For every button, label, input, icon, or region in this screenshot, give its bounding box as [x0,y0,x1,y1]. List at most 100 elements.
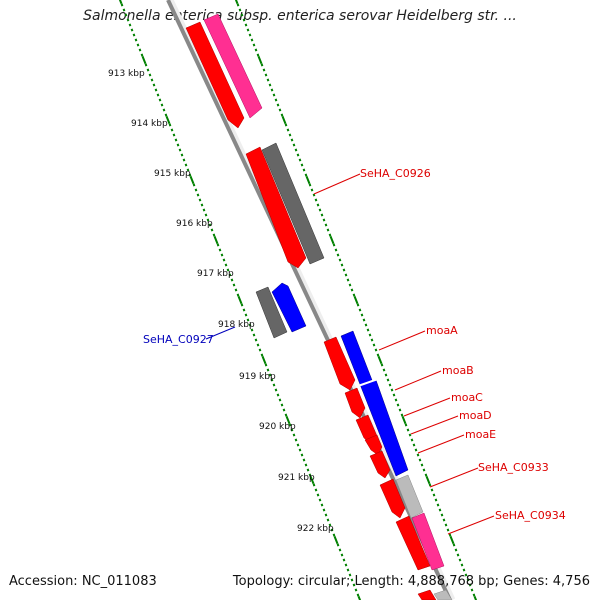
ruler-tick [464,573,468,577]
ruler-tick [432,493,436,497]
ruler-tick [377,355,383,365]
ruler-tick [312,193,316,197]
page-title: Salmonella enterica subsp. enterica sero… [83,8,517,24]
cds-SeHA_C0934[interactable] [395,515,431,571]
cds-SeHA_C0927[interactable] [271,282,307,333]
ruler-tick [120,3,124,7]
ruler-tick [240,303,244,307]
ruler-tick [306,468,310,472]
ruler-tick [194,188,198,192]
cds-bottom-red[interactable] [417,589,437,600]
ruler-tick [352,583,356,587]
ortholog-pink-SeHA_C0934[interactable] [411,512,445,571]
ruler-tick [174,138,178,142]
ruler-tick [266,78,270,82]
ruler-tick [384,373,388,377]
gene-label-SeHA_C0927[interactable]: SeHA_C0927 [143,333,214,346]
ruler-tick [462,568,466,572]
ortholog-pink-top[interactable] [203,13,263,119]
ruler-tick [118,0,123,5]
ruler-tick [309,475,315,485]
ruler-tick [434,498,438,502]
ruler-tick [162,108,166,112]
ruler-tick [420,463,424,467]
gene-label-SeHA_C0926[interactable]: SeHA_C0926 [360,167,431,180]
ruler-tick [126,18,130,22]
ruler-tick [189,175,195,185]
ruler-tick [288,423,292,427]
ruler-tick [268,83,272,87]
cds-moaD[interactable] [364,434,383,456]
ruler-tick [261,355,267,365]
gene-label-SeHA_C0934[interactable]: SeHA_C0934 [495,509,566,522]
ruler-tick [132,33,136,37]
ruler-tick [244,313,248,317]
ruler-tick [448,533,452,537]
gene-label-moaA[interactable]: moaA [426,324,458,337]
ruler-tick [416,453,420,457]
feature-tracks[interactable] [185,13,453,600]
ruler-tick [206,218,210,222]
cds-moaE[interactable] [369,450,391,479]
ruler-tick [278,108,282,112]
ruler-tick [188,173,192,177]
ruler-tick [473,595,478,600]
gene-label-SeHA_C0933[interactable]: SeHA_C0933 [478,461,549,474]
block-separator [357,378,379,387]
ruler-tick [220,253,224,257]
ruler-tick [248,33,252,37]
ruler-tick [270,88,274,92]
label-connectors [205,173,495,535]
ruler-tick [298,158,302,162]
ruler-tick [290,428,294,432]
tick-label-918: 918 kbp [218,320,255,330]
ruler-tick [340,263,344,267]
ruler-tick [234,0,239,5]
ruler-tick [346,278,350,282]
gene-label-moaE[interactable]: moaE [465,428,496,441]
ruler-tick [198,198,202,202]
cds-SeHA_C0926[interactable] [245,146,307,269]
ruler-tick [336,543,340,547]
ruler-tick [322,218,326,222]
ruler-tick [394,398,398,402]
ruler-tick [305,175,311,185]
ruler-tick [370,338,374,342]
ruler-tick [284,413,288,417]
ruler-tick [322,508,326,512]
ortholog-lightgray-SeHA_C0933[interactable] [395,474,424,519]
cds-moaA[interactable] [323,336,356,391]
ruler-tick [446,528,450,532]
ruler-tick [210,228,214,232]
ruler-tick [246,318,250,322]
ruler-tick [332,533,336,537]
ruler-tick [294,148,298,152]
cds-moaB[interactable] [344,387,366,419]
ruler-tick [338,258,342,262]
gene-label-moaB[interactable]: moaB [442,364,474,377]
ruler-tick [412,443,416,447]
ruler-tick [356,593,360,597]
ruler-tick [248,323,252,327]
connector-moaB [394,370,442,391]
ruler-tick [124,13,128,17]
ruler-tick [354,588,358,592]
gene-label-moaD[interactable]: moaD [459,409,492,422]
ruler-tick [396,403,400,407]
connector-moaD [410,415,459,435]
ruler-tick [281,115,287,125]
ruler-tick [250,328,254,332]
gene-label-moaC[interactable]: moaC [451,391,483,404]
ortholog-gray-SeHA_C0927[interactable] [255,286,288,339]
ruler-tick [152,83,156,87]
ortholog-gray-SeHA_C0926[interactable] [261,142,325,265]
cds-SeHA_C0933[interactable] [379,478,406,519]
ortholog-lightgray-bottom[interactable] [433,589,453,600]
connector-moaE [417,434,465,454]
ruler-tick [344,563,348,567]
ruler-tick [374,348,378,352]
gene-labels[interactable]: SeHA_C0926 SeHA_C0927 moaA moaB moaC moa… [143,167,566,522]
ruler-tick [425,475,431,485]
cds-red-top[interactable] [185,21,245,129]
